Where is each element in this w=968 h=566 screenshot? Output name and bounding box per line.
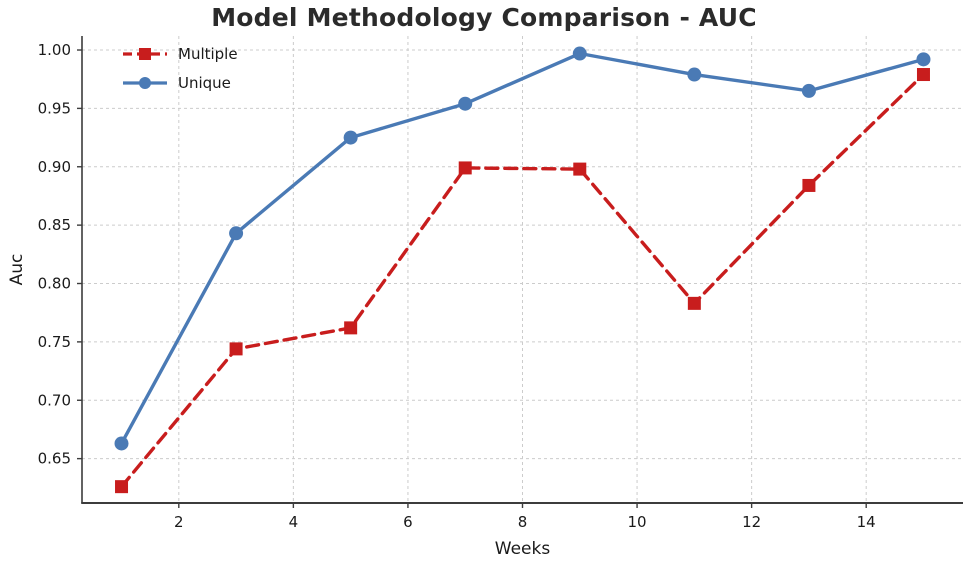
multiple-dashed-square-sample-icon	[123, 48, 167, 60]
y-tick-label: 0.70	[38, 391, 71, 409]
marker-multiple	[916, 68, 930, 82]
legend-item-multiple: Multiple	[122, 42, 238, 66]
marker-unique	[687, 67, 702, 82]
x-tick-label: 8	[518, 513, 528, 531]
y-tick-label: 0.90	[38, 158, 71, 176]
x-tick-label: 10	[628, 513, 647, 531]
y-axis-label: Auc	[7, 254, 27, 286]
chart-title: Model Methodology Comparison - AUC	[211, 3, 757, 32]
marker-unique	[916, 52, 931, 67]
marker-multiple	[802, 178, 816, 192]
x-tick-label: 12	[742, 513, 761, 531]
marker-multiple	[687, 296, 701, 310]
series-line-multiple	[119, 72, 926, 489]
legend: Multiple Unique	[122, 42, 238, 95]
marker-multiple	[573, 162, 587, 176]
marker-multiple	[229, 342, 243, 356]
marker-multiple	[458, 161, 472, 175]
x-axis-label: Weeks	[495, 539, 551, 559]
unique-solid-circle-sample-icon	[123, 77, 167, 89]
marker-multiple	[115, 480, 129, 494]
marker-unique	[343, 130, 358, 145]
y-tick-label: 0.85	[38, 216, 71, 234]
x-tick-label: 2	[174, 513, 184, 531]
legend-label-multiple: Multiple	[178, 45, 238, 63]
y-tick-label: 0.80	[38, 275, 71, 293]
legend-item-unique: Unique	[122, 71, 238, 95]
y-tick-label: 0.65	[38, 450, 71, 468]
marker-unique	[229, 226, 244, 241]
x-tick-label: 4	[289, 513, 299, 531]
x-tick-label: 14	[857, 513, 876, 531]
marker-unique	[572, 46, 587, 61]
y-tick-label: 0.75	[38, 333, 71, 351]
y-tick-label: 0.95	[38, 99, 71, 117]
y-tick-label: 1.00	[38, 41, 71, 59]
marker-unique	[114, 436, 129, 451]
marker-unique	[801, 83, 816, 98]
series-line-unique	[119, 51, 926, 446]
legend-label-unique: Unique	[178, 74, 231, 92]
marker-unique	[458, 96, 473, 111]
x-tick-label: 6	[403, 513, 413, 531]
marker-multiple	[344, 321, 358, 335]
